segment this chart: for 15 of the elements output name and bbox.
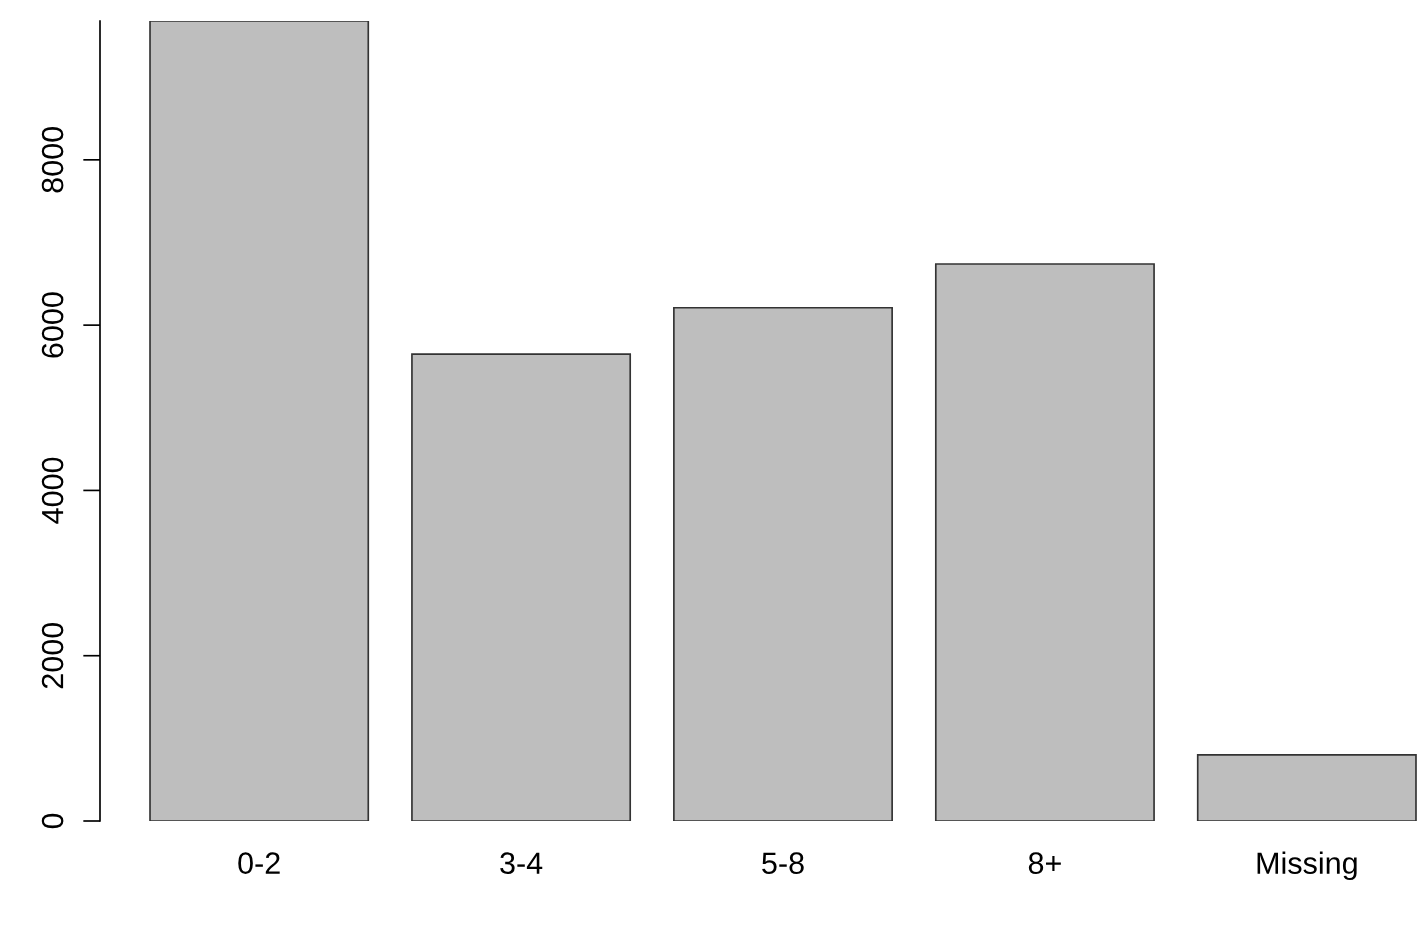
bar xyxy=(149,21,370,821)
y-tick-label: 8000 xyxy=(41,127,64,193)
x-tick-label: 8+ xyxy=(1028,852,1061,874)
x-tick-label: 5-8 xyxy=(762,852,804,874)
y-tick-label: 0 xyxy=(41,813,64,829)
bar xyxy=(411,353,632,821)
bar xyxy=(673,306,893,821)
bar xyxy=(934,263,1155,821)
x-tick-label: 3-4 xyxy=(500,852,543,874)
bar xyxy=(1196,754,1417,821)
y-tick-label: 6000 xyxy=(41,292,64,358)
y-tick-label: 4000 xyxy=(41,457,64,524)
x-tick-label: 0-2 xyxy=(238,852,280,874)
y-tick-label: 2000 xyxy=(41,622,64,689)
x-tick-label: Missing xyxy=(1257,851,1357,881)
